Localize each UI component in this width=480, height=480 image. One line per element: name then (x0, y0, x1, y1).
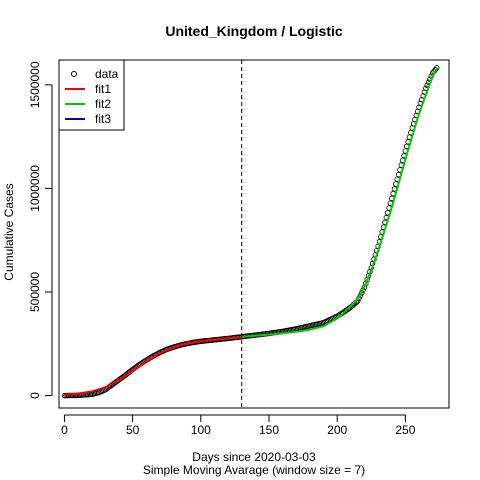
x-tick-label: 200 (327, 423, 347, 437)
legend-label: fit3 (95, 112, 111, 126)
x-axis: 0 50 100 150 200 250 (61, 414, 416, 437)
plot-area (58, 59, 450, 409)
chart-title: United_Kingdom / Logistic (165, 23, 343, 39)
legend-item-fit1: fit1 (65, 82, 111, 96)
legend-label: fit2 (95, 97, 111, 111)
legend-label: fit1 (95, 82, 111, 96)
fit2-line (240, 67, 438, 338)
x-tick-label: 150 (259, 423, 279, 437)
x-axis-label: Days since 2020-03-03 (192, 450, 316, 464)
legend-item-data: data (71, 67, 119, 81)
x-tick-label: 50 (126, 423, 140, 437)
y-tick-label: 1000000 (28, 165, 42, 212)
y-tick-label: 500000 (28, 272, 42, 312)
x-tick-label: 250 (395, 423, 415, 437)
x-tick-label: 100 (191, 423, 211, 437)
legend-label: data (95, 67, 119, 81)
legend-item-fit2: fit2 (65, 97, 111, 111)
legend-marker (71, 71, 77, 77)
fit1-line (63, 336, 243, 396)
legend-item-fit3: fit3 (65, 112, 111, 126)
chart-subtitle: Simple Moving Avarage (window size = 7) (143, 463, 365, 477)
x-tick-label: 0 (61, 423, 68, 437)
plot-frame (58, 59, 450, 409)
y-axis: 0 500000 1000000 1500000 (28, 61, 53, 399)
y-tick-label: 1500000 (28, 61, 42, 108)
y-tick-label: 0 (28, 392, 42, 399)
y-axis-label: Cumulative Cases (2, 183, 16, 280)
